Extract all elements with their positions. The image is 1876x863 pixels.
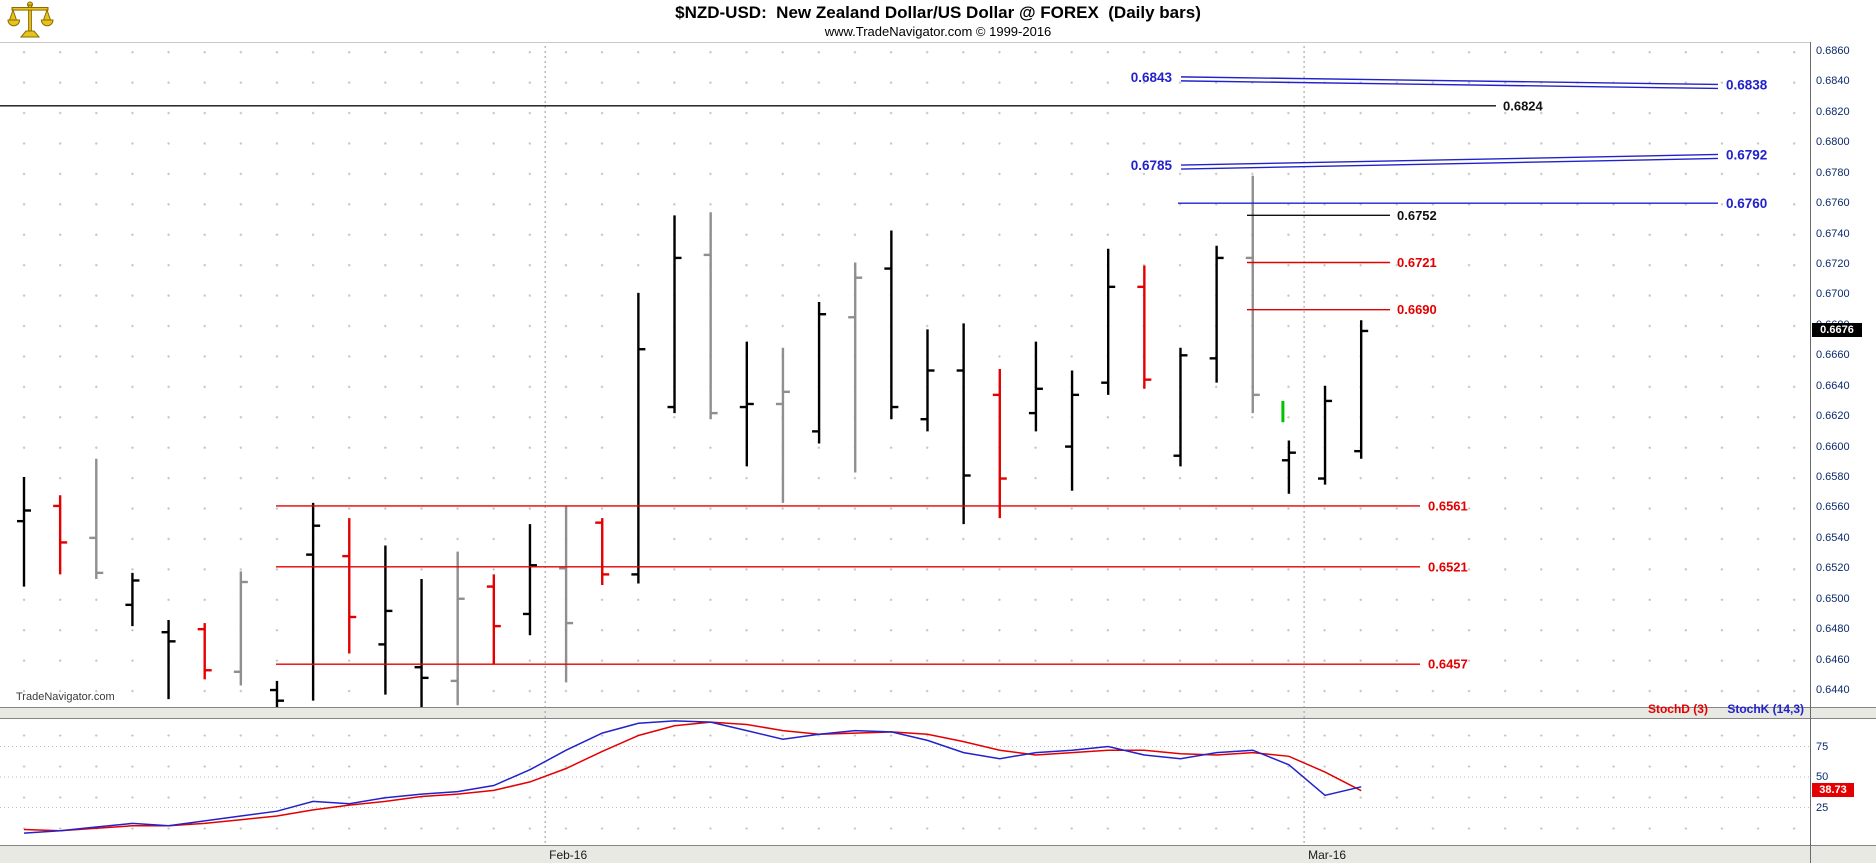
price-axis-label: 0.6460 (1816, 653, 1850, 666)
levels-group: 0.6824 0.6752 0.6721 0.6690 0.6561 0.6521 0.64… (0, 70, 1768, 672)
time-axis-label-feb: Feb-16 (549, 848, 588, 862)
watermark-text: TradeNavigator.com (16, 691, 115, 703)
stoch-line-blue (23, 720, 1362, 834)
price-axis-label: 0.6800 (1816, 136, 1850, 149)
price-axis-label: 0.6480 (1816, 623, 1850, 636)
price-axis-label: 0.6640 (1816, 379, 1850, 392)
price-axis-label: 0.6820 (1816, 105, 1850, 118)
trendline[interactable] (1180, 80, 1719, 90)
stoch-axis-label: 75 (1816, 740, 1829, 753)
price-bars-group (17, 175, 1369, 707)
chart-subtitle: www.TradeNavigator.com © 1999-2016 (824, 24, 1052, 39)
gridlines-group (544, 46, 1305, 845)
trendline-label: 0.6838 (1726, 77, 1768, 92)
stoch-axis-label: 25 (1816, 801, 1829, 814)
stochastic-panel[interactable] (0, 719, 1810, 845)
last-price-badge: 0.6676 (1812, 322, 1862, 337)
time-axis-label-mar: Mar-16 (1308, 848, 1347, 862)
trendline[interactable] (1180, 76, 1719, 86)
level-label: 0.6824 (1503, 98, 1544, 113)
scales-icon (7, 1, 54, 38)
price-axis-label: 0.6520 (1816, 562, 1850, 575)
level-label: 0.6752 (1397, 208, 1437, 223)
price-axis-label: 0.6700 (1816, 288, 1850, 301)
chart-title: $NZD-USD: New Zealand Dollar/US Dollar @… (675, 3, 1201, 22)
stochd-legend-label[interactable]: StochD (3) (1647, 702, 1708, 716)
level-label: 0.6521 (1428, 559, 1468, 574)
price-axis-label: 0.6560 (1816, 501, 1850, 514)
level-label: 0.6457 (1428, 657, 1468, 672)
price-axis-label: 0.6760 (1816, 197, 1850, 210)
stoch-axis-label: 50 (1816, 771, 1829, 783)
tradenavigator-logo-icon[interactable] (6, 1, 54, 41)
trendline-label: 0.6760 (1726, 196, 1767, 211)
level-label: 0.6721 (1397, 255, 1437, 270)
trendline-label: 0.6843 (1131, 70, 1173, 85)
trendline[interactable] (1180, 153, 1719, 166)
price-axis-label: 0.6440 (1816, 684, 1850, 697)
price-axis-label: 0.6780 (1816, 166, 1850, 179)
price-axis-label: 0.6840 (1816, 75, 1850, 88)
price-axis-label: 0.6740 (1816, 227, 1850, 240)
stochastic-group (0, 720, 1810, 834)
price-axis-label: 0.6580 (1816, 471, 1850, 484)
trendline[interactable] (1180, 157, 1719, 170)
chart-canvas[interactable]: 0.6824 0.6752 0.6721 0.6690 0.6561 0.6521 0.64… (0, 0, 1810, 863)
price-axis[interactable]: 0.6860 0.6840 0.6820 0.6800 0.6780 0.6760 0.67… (1810, 42, 1876, 863)
price-panel[interactable] (0, 42, 1810, 707)
panel-divider[interactable] (0, 707, 1876, 719)
time-axis: Feb-16 Mar-16 (0, 845, 1876, 863)
stoch-legend: StochD (3) StochK (14,3) (1648, 702, 1804, 716)
trendline-label: 0.6792 (1726, 147, 1767, 162)
price-axis-label: 0.6620 (1816, 410, 1850, 423)
stochk-legend-label[interactable]: StochK (14,3) (1727, 702, 1804, 716)
level-label: 0.6561 (1428, 498, 1468, 513)
price-axis-label: 0.6600 (1816, 440, 1850, 453)
price-axis-label: 0.6500 (1816, 592, 1850, 605)
price-axis-label: 0.6660 (1816, 349, 1850, 362)
stoch-value-badge: 38.73 (1812, 782, 1854, 797)
stoch-line-red (23, 721, 1362, 832)
price-axis-label: 0.6540 (1816, 531, 1850, 544)
trendline-label: 0.6785 (1131, 158, 1173, 173)
chart-header: $NZD-USD: New Zealand Dollar/US Dollar @… (0, 0, 1876, 42)
level-label: 0.6690 (1397, 302, 1437, 317)
price-axis-label: 0.6720 (1816, 258, 1850, 270)
price-axis-label: 0.6860 (1816, 45, 1850, 57)
